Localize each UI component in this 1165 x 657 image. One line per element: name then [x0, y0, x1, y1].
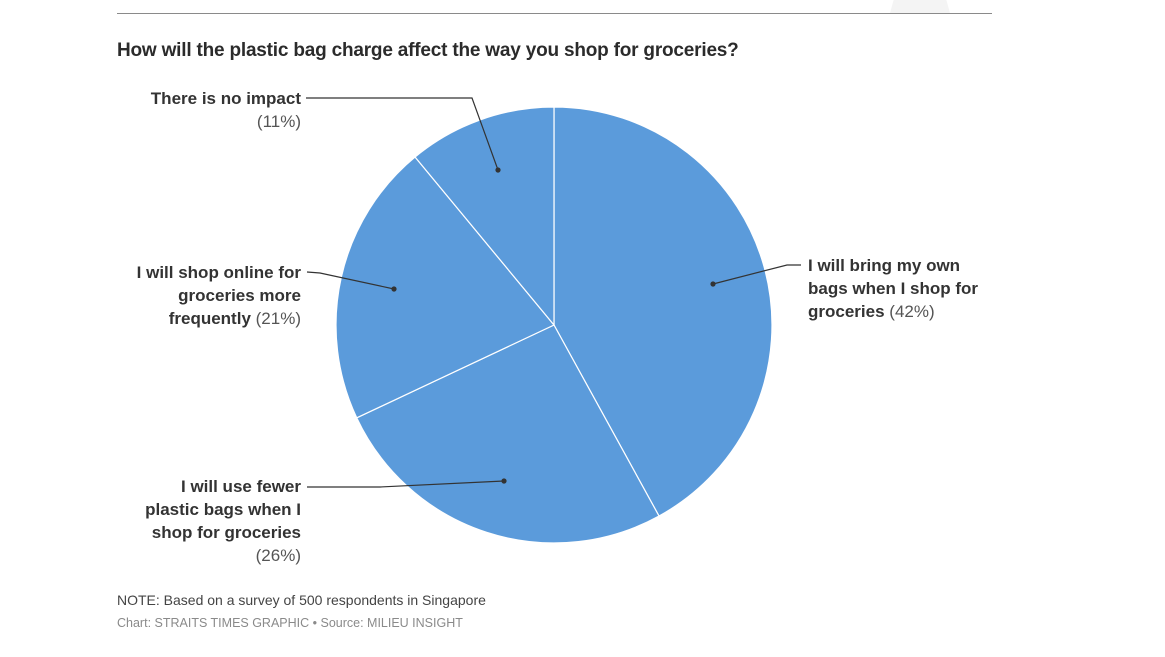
label-name-line: I will use fewer: [181, 477, 301, 496]
label-no-impact: There is no impact (11%): [81, 87, 301, 133]
source-credit: Chart: STRAITS TIMES GRAPHIC • Source: M…: [117, 616, 463, 630]
label-name-line: I will shop online for: [136, 263, 301, 282]
label-name-line: frequently: [168, 309, 251, 328]
label-fewer-bags: I will use fewer plastic bags when I sho…: [81, 475, 301, 567]
label-name-line: plastic bags when I: [145, 500, 301, 519]
background-decoration: [890, 0, 950, 13]
label-percent: (42%): [889, 302, 935, 321]
label-shop-online: I will shop online for groceries more fr…: [81, 261, 301, 330]
label-own-bags: I will bring my own bags when I shop for…: [808, 254, 1028, 323]
pie-slice: I will use fewer plastic bags when I sho…: [356, 324, 660, 544]
label-name-line: bags when I shop for: [808, 279, 979, 298]
leader-dot: [710, 281, 716, 287]
chart-title: How will the plastic bag charge affect t…: [117, 40, 739, 61]
footnote: NOTE: Based on a survey of 500 responden…: [117, 592, 486, 608]
leader-dot: [391, 286, 397, 292]
leader-line-shop-online: [306, 271, 395, 290]
label-name-line: groceries: [808, 302, 885, 321]
top-divider: [117, 13, 992, 14]
leader-dot: [501, 478, 507, 484]
label-percent: (26%): [255, 546, 301, 565]
label-name-line: groceries more: [178, 286, 301, 305]
pie-slices: I will bring my own bags when I shop for…: [335, 106, 773, 544]
label-percent: (11%): [256, 112, 301, 131]
label-name-line: shop for groceries: [151, 523, 301, 542]
leader-line-no-impact: [306, 97, 499, 171]
leader-line-own-bags: [712, 264, 801, 285]
leader-dots: [391, 167, 716, 484]
label-percent: (21%): [255, 309, 301, 328]
leader-dot: [495, 167, 501, 173]
label-name-line: I will bring my own: [808, 256, 961, 275]
leader-line-fewer-bags: [307, 480, 505, 488]
leader-lines: [306, 97, 801, 488]
label-name: There is no impact: [150, 89, 301, 108]
